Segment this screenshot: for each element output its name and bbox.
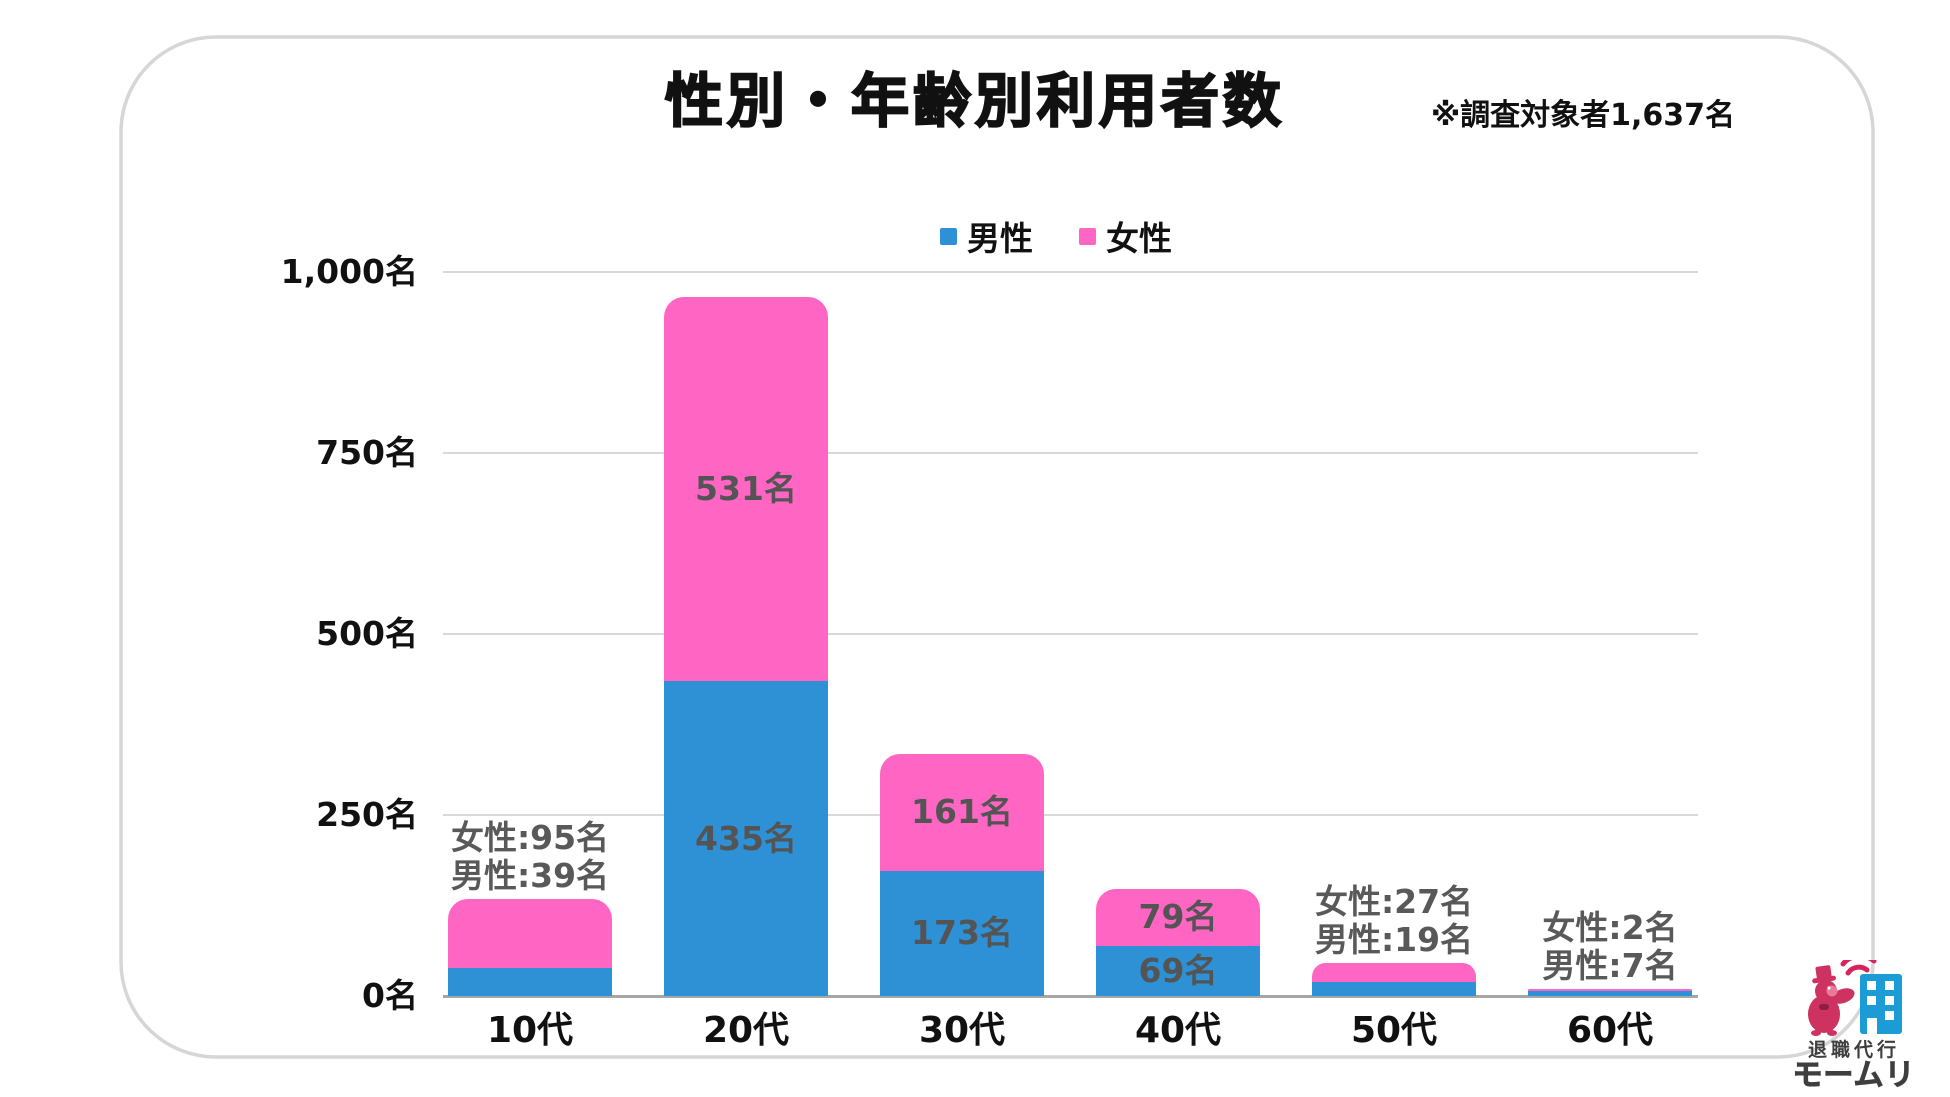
bar-segment-male-60代 xyxy=(1528,990,1692,996)
x-axis-category-label: 30代 xyxy=(918,1010,1006,1051)
y-axis-tick-label: 500名 xyxy=(316,614,418,653)
bar-segment-female-60代 xyxy=(1528,988,1692,991)
bar-segment-male-30代 xyxy=(880,870,1044,996)
bar-segment-male-20代 xyxy=(664,681,828,996)
building-icon xyxy=(1860,974,1902,1034)
survey-note: ※調査対象者1,637名 xyxy=(1430,98,1735,133)
gridline-1000 xyxy=(443,271,1698,273)
female-legend-swatch xyxy=(1079,227,1096,245)
bar-segment-male-50代 xyxy=(1312,982,1476,996)
bar-value-label-female: 女性:2名 xyxy=(1542,907,1678,947)
gridline-250 xyxy=(443,814,1698,816)
bar-segment-female-10代 xyxy=(448,898,612,968)
bar-segment-female-50代 xyxy=(1312,962,1476,983)
x-axis-category-label: 50代 xyxy=(1350,1010,1438,1051)
logo-service-text: 退職代行 xyxy=(1807,1039,1900,1061)
bar-value-label-male: 男性:19名 xyxy=(1314,919,1474,959)
wifi-icon xyxy=(1840,960,1877,976)
gridline-500 xyxy=(443,633,1698,635)
male-legend-swatch xyxy=(940,227,957,245)
logo-brand-text: モームリ xyxy=(1792,1058,1916,1093)
x-axis-category-label: 40代 xyxy=(1134,1010,1222,1051)
brand-logo: 退職代行 モームリ xyxy=(1788,960,1920,1092)
bar-segment-female-20代 xyxy=(664,296,828,682)
bar-value-label-female: 531名 xyxy=(695,468,797,508)
page-title: 性別・年齢別利用者数 xyxy=(664,66,1285,136)
x-axis-category-label: 20代 xyxy=(702,1010,790,1051)
bar-value-label-female: 女性:27名 xyxy=(1314,881,1474,921)
bar-value-label-female: 79名 xyxy=(1138,897,1218,937)
female-legend-label: 女性 xyxy=(1106,219,1172,258)
brand-logo-icon xyxy=(1808,960,1902,1036)
mascot-icon xyxy=(1808,965,1855,1036)
bar-segment-female-30代 xyxy=(880,754,1044,871)
bar-segment-female-40代 xyxy=(1096,888,1260,947)
gridline-750 xyxy=(443,452,1698,454)
bar-value-label-male: 69名 xyxy=(1138,951,1218,991)
legend-item-female: 女性 xyxy=(1079,212,1172,260)
bar-value-label-male: 男性:7名 xyxy=(1542,945,1678,985)
bar-value-label-male: 435名 xyxy=(695,818,797,858)
male-legend-label: 男性 xyxy=(967,219,1033,258)
y-axis-tick-label: 1,000名 xyxy=(280,252,418,291)
bar-value-label-female: 161名 xyxy=(911,792,1013,832)
bar-value-label-male: 男性:39名 xyxy=(450,855,610,895)
bar-value-label-female: 女性:95名 xyxy=(450,817,610,857)
bar-segment-male-10代 xyxy=(448,967,612,996)
bar-value-label-male: 173名 xyxy=(911,913,1013,953)
x-axis-line xyxy=(443,995,1698,998)
legend-item-male: 男性 xyxy=(940,212,1033,260)
y-axis-tick-label: 750名 xyxy=(316,433,418,472)
bar-segment-male-40代 xyxy=(1096,946,1260,996)
y-axis-tick-label: 0名 xyxy=(362,976,418,1015)
x-axis-category-label: 10代 xyxy=(486,1010,574,1051)
y-axis-tick-label: 250名 xyxy=(316,795,418,834)
x-axis-category-label: 60代 xyxy=(1566,1010,1654,1051)
legend: 男性 女性 xyxy=(940,212,1172,260)
